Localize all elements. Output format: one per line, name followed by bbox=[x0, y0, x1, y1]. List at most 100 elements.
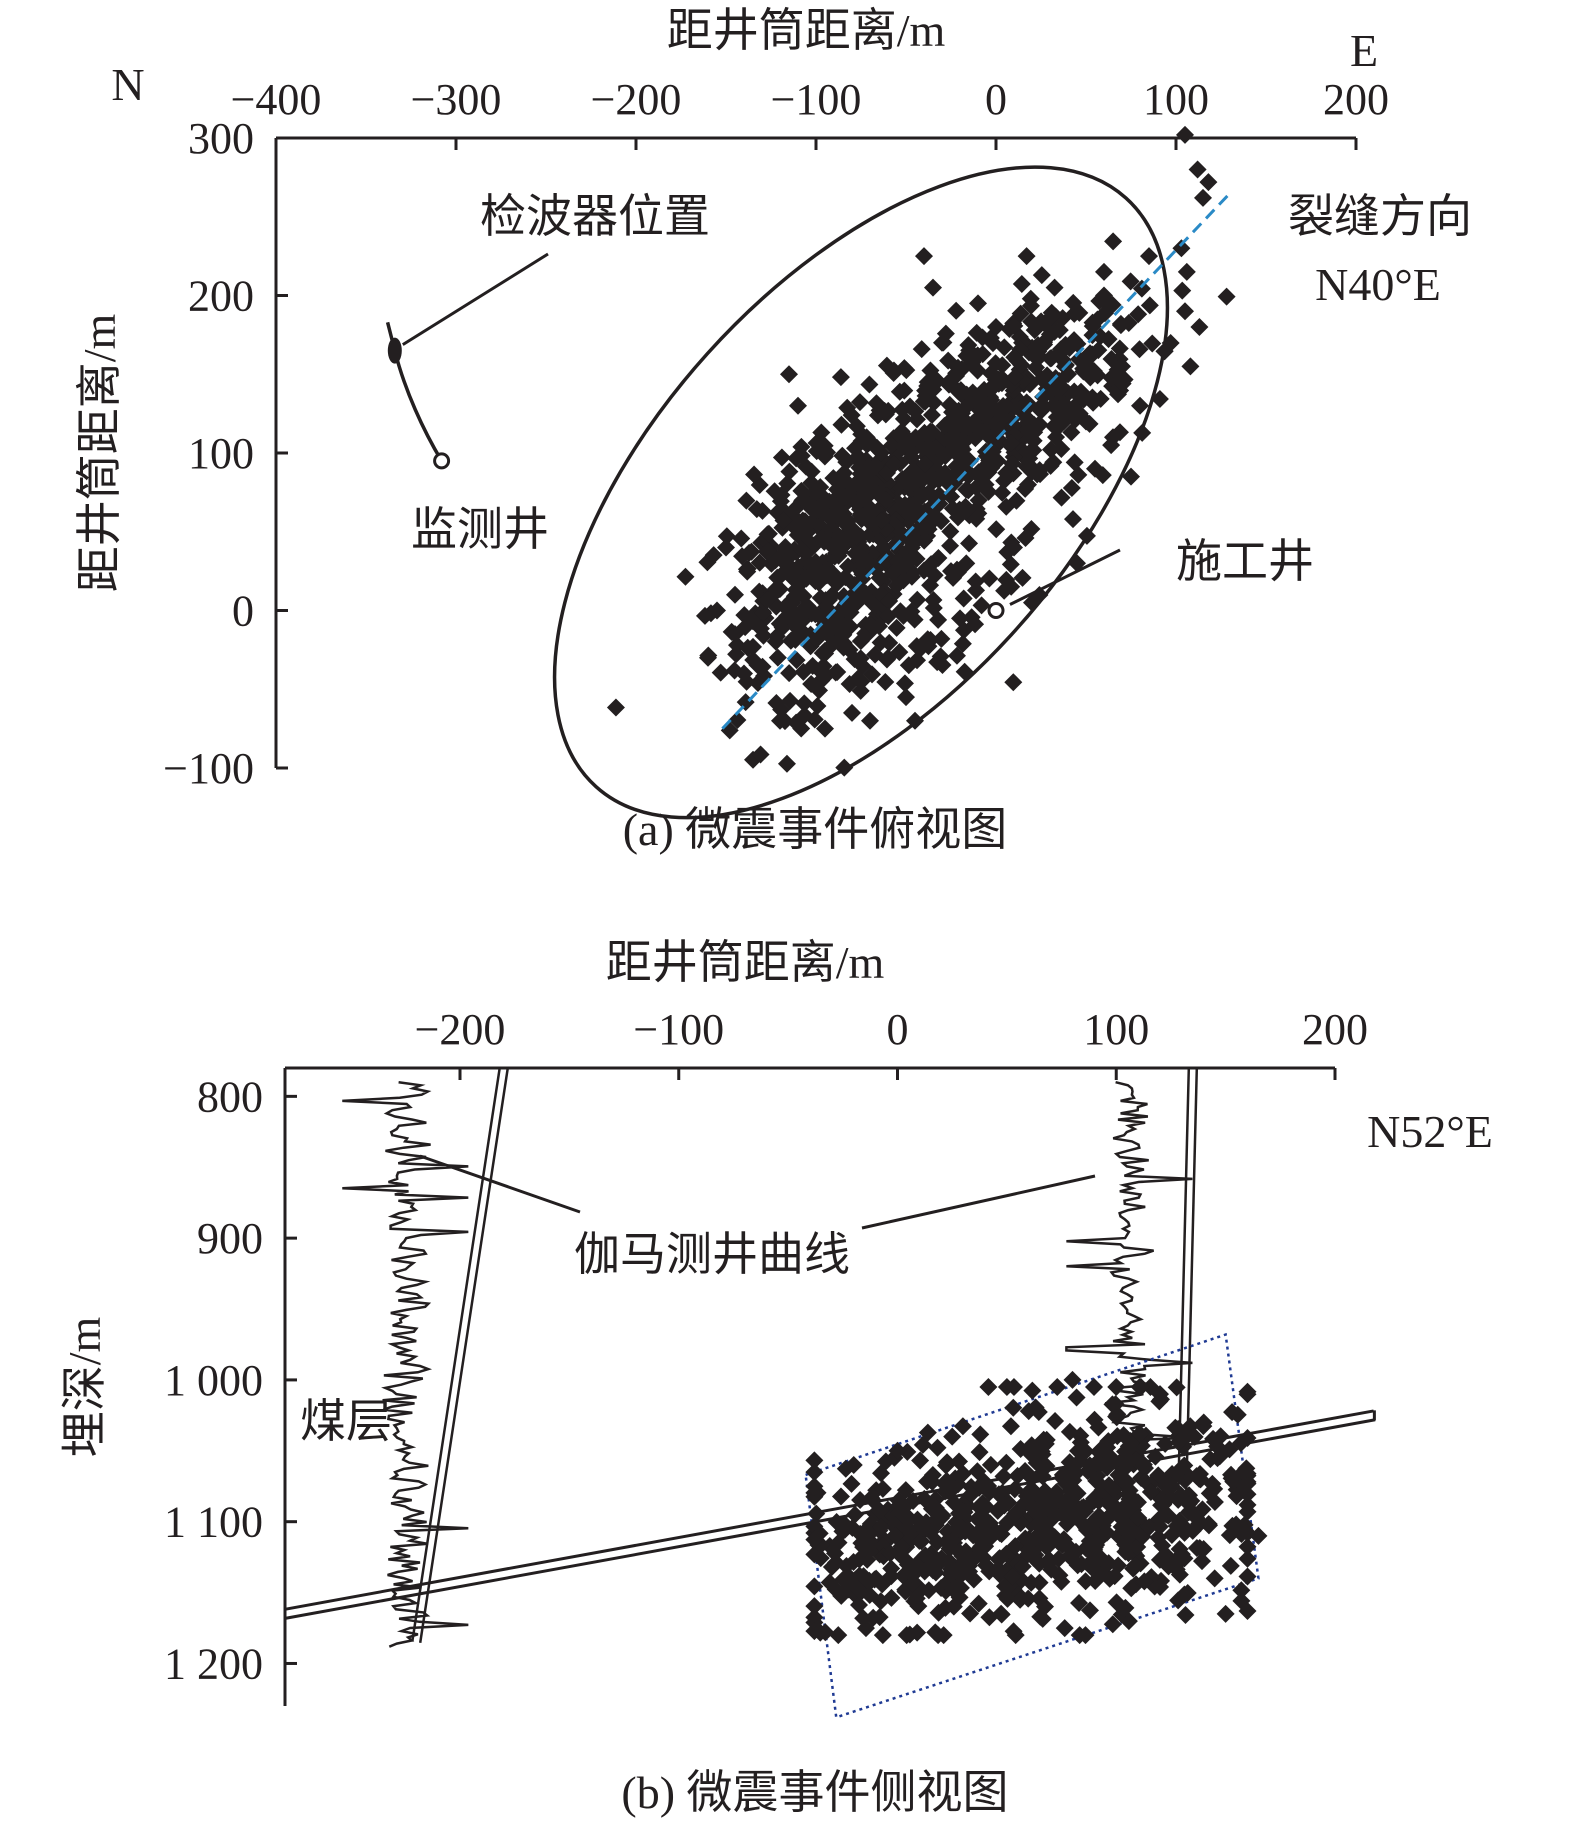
side-view-events bbox=[805, 1370, 1268, 1645]
event-marker bbox=[765, 482, 784, 501]
event-envelope-ellipse bbox=[552, 165, 1170, 820]
geophone-leader-line bbox=[402, 252, 549, 346]
event-marker bbox=[805, 1577, 824, 1596]
event-marker bbox=[970, 1498, 989, 1517]
event-marker bbox=[1058, 1514, 1077, 1533]
event-marker bbox=[1060, 1422, 1079, 1441]
x-tick-label: 0 bbox=[887, 1005, 909, 1054]
event-marker bbox=[808, 696, 827, 715]
event-marker bbox=[924, 393, 943, 412]
event-marker bbox=[1172, 239, 1191, 258]
event-marker bbox=[1122, 467, 1140, 486]
event-marker bbox=[857, 428, 876, 447]
event-marker bbox=[802, 675, 821, 694]
event-marker bbox=[772, 448, 791, 467]
event-marker bbox=[940, 395, 959, 414]
event-marker bbox=[1173, 281, 1192, 300]
event-marker bbox=[932, 1579, 951, 1598]
event-marker bbox=[1050, 321, 1069, 340]
event-marker bbox=[726, 585, 744, 604]
event-marker bbox=[1030, 1573, 1049, 1592]
event-marker bbox=[829, 1533, 848, 1552]
event-marker bbox=[979, 463, 998, 482]
event-marker bbox=[1004, 1378, 1023, 1396]
event-marker bbox=[1124, 1559, 1143, 1578]
event-marker bbox=[873, 1479, 892, 1498]
event-marker bbox=[1070, 1626, 1089, 1645]
event-marker bbox=[1133, 423, 1152, 442]
event-marker bbox=[939, 351, 958, 370]
event-marker bbox=[1151, 1385, 1169, 1404]
event-marker bbox=[776, 538, 795, 557]
event-marker bbox=[925, 440, 944, 459]
event-marker bbox=[899, 503, 918, 522]
event-marker bbox=[851, 681, 870, 700]
event-marker bbox=[1005, 348, 1024, 367]
event-marker bbox=[886, 1526, 905, 1545]
y-tick-label: −100 bbox=[163, 744, 254, 793]
event-marker bbox=[805, 1622, 824, 1641]
event-marker bbox=[728, 710, 747, 729]
event-marker bbox=[1083, 317, 1102, 336]
event-marker bbox=[789, 396, 807, 415]
event-marker bbox=[936, 447, 955, 466]
event-marker bbox=[1107, 1593, 1126, 1612]
event-marker bbox=[941, 1564, 960, 1583]
event-marker bbox=[869, 485, 888, 504]
top-view-x-axis-title: 距井筒距离/m bbox=[667, 5, 946, 56]
event-marker bbox=[895, 674, 914, 693]
event-marker bbox=[885, 1515, 904, 1534]
event-marker bbox=[899, 553, 918, 572]
x-tick-label: −200 bbox=[415, 1005, 506, 1054]
event-marker bbox=[856, 551, 875, 570]
event-marker bbox=[1119, 314, 1138, 333]
event-marker bbox=[1069, 350, 1088, 369]
event-marker bbox=[864, 458, 883, 477]
event-marker bbox=[863, 594, 882, 613]
event-marker bbox=[956, 1550, 975, 1569]
event-bounding-box bbox=[804, 1332, 1260, 1720]
event-marker bbox=[1238, 1495, 1257, 1514]
event-marker bbox=[979, 1378, 998, 1396]
wellbore-wall bbox=[411, 1067, 502, 1642]
event-marker bbox=[795, 694, 814, 713]
event-marker bbox=[1149, 1528, 1168, 1547]
x-tick-label: −300 bbox=[411, 75, 502, 124]
event-marker bbox=[947, 366, 966, 385]
event-marker bbox=[1029, 1403, 1048, 1422]
y-tick-label: 0 bbox=[232, 587, 254, 636]
event-marker bbox=[1003, 1567, 1022, 1586]
event-marker bbox=[1032, 266, 1051, 285]
event-marker bbox=[967, 323, 986, 342]
event-marker bbox=[876, 550, 895, 569]
event-marker bbox=[1217, 287, 1236, 306]
event-marker bbox=[942, 562, 960, 581]
event-marker bbox=[915, 561, 934, 580]
event-marker bbox=[966, 348, 985, 367]
event-marker bbox=[1016, 479, 1035, 498]
event-marker bbox=[978, 396, 997, 415]
event-marker bbox=[956, 398, 975, 417]
event-marker bbox=[863, 513, 882, 532]
event-marker bbox=[768, 648, 787, 667]
event-marker bbox=[993, 483, 1012, 502]
event-marker bbox=[1033, 395, 1052, 414]
event-marker bbox=[989, 1500, 1008, 1519]
event-marker bbox=[959, 481, 978, 500]
side-view-leader-lines bbox=[419, 1154, 1096, 1230]
event-marker bbox=[846, 591, 865, 610]
event-marker bbox=[1106, 1395, 1125, 1414]
event-marker bbox=[1024, 431, 1043, 450]
event-marker bbox=[968, 361, 987, 380]
event-marker bbox=[1099, 330, 1118, 349]
event-marker bbox=[825, 537, 844, 556]
event-marker bbox=[818, 443, 837, 462]
event-marker bbox=[737, 491, 756, 510]
event-marker bbox=[676, 567, 695, 586]
event-marker bbox=[1095, 286, 1113, 305]
event-marker bbox=[1199, 173, 1218, 192]
event-marker bbox=[1065, 453, 1084, 472]
fracture-direction-title: 裂缝方向 bbox=[1288, 191, 1472, 242]
treatment-well-leader-line bbox=[1009, 548, 1121, 606]
event-marker bbox=[708, 601, 726, 620]
